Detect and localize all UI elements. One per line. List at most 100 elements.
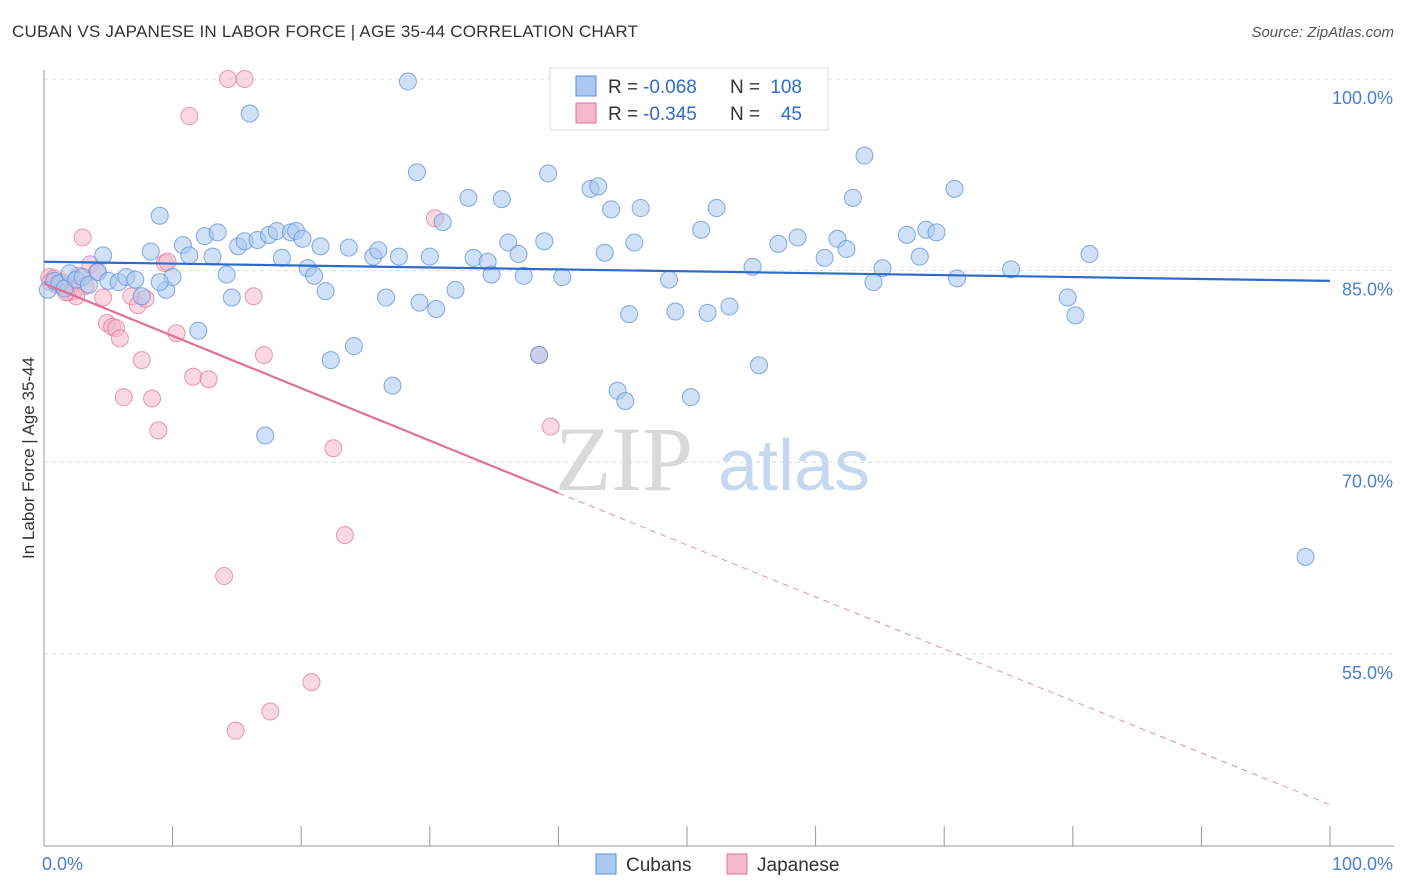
watermark-atlas: atlas <box>718 426 870 506</box>
japanese-point <box>218 70 237 88</box>
cubans-point <box>311 237 330 256</box>
cubans-point <box>80 275 99 294</box>
cubans-point <box>666 302 685 321</box>
legend-swatch-japanese <box>575 102 597 124</box>
cubans-point <box>855 146 874 165</box>
cubans-point <box>897 225 916 244</box>
cubans-point <box>150 273 169 292</box>
cubans-point <box>837 239 856 258</box>
bottom-legend-swatch-japanese <box>726 853 748 875</box>
cubans-point <box>589 177 608 196</box>
cubans-point <box>132 287 151 306</box>
cubans-point <box>535 232 554 251</box>
japanese-point <box>132 351 151 370</box>
legend-r-value-cubans: -0.068 <box>643 77 697 98</box>
cubans-point <box>383 376 402 395</box>
cubans-point <box>499 233 518 252</box>
japanese-point <box>215 567 234 586</box>
legend-n-value-cubans: 108 <box>770 77 802 98</box>
japanese-point <box>199 370 218 389</box>
japanese-point <box>302 673 321 692</box>
watermark-zip: ZIP <box>555 408 693 510</box>
japanese-trend-line-extension <box>558 492 1331 806</box>
japanese-point <box>226 721 245 740</box>
cubans-point <box>203 247 222 266</box>
japanese-point <box>180 107 199 126</box>
japanese-point <box>94 288 113 307</box>
cubans-point <box>602 200 621 219</box>
cubans-point <box>1058 288 1077 307</box>
japanese-point <box>149 421 168 440</box>
cubans-point <box>256 426 275 445</box>
legend-n-label-japanese: N = <box>730 104 760 125</box>
y-tick-label-85: 85.0% <box>1342 280 1393 300</box>
cubans-point <box>843 188 862 207</box>
cubans-point <box>459 188 478 207</box>
bottom-legend-swatch-cubans <box>595 853 617 875</box>
cubans-point <box>873 259 892 278</box>
watermark: ZIP atlas <box>555 408 870 510</box>
cubans-point <box>272 248 291 267</box>
cubans-point <box>509 245 528 264</box>
x-tick-label-max: 100.0% <box>1332 854 1393 874</box>
cubans-point <box>427 300 446 318</box>
japanese-point <box>73 228 92 247</box>
source-label: Source: ZipAtlas.com <box>1251 24 1394 41</box>
japanese-point <box>261 702 280 721</box>
cubans-point <box>631 199 650 218</box>
y-tick-labels: 55.0% 70.0% 85.0% 100.0% <box>1332 88 1393 683</box>
cubans-point <box>616 392 635 410</box>
japanese-point <box>541 417 560 436</box>
cubans-point <box>377 288 396 307</box>
japanese-point <box>184 367 203 386</box>
cubans-point <box>94 246 113 265</box>
axes <box>43 70 1394 847</box>
cubans-point <box>681 388 700 407</box>
japanese-point <box>158 252 177 271</box>
cubans-point <box>217 265 236 284</box>
bottom-legend: Cubans Japanese <box>595 853 839 876</box>
cubans-point <box>208 223 227 242</box>
cubans-point <box>769 234 788 253</box>
cubans-series <box>38 72 1315 566</box>
japanese-point <box>254 346 273 364</box>
cubans-point <box>514 266 533 285</box>
cubans-point <box>1002 260 1021 279</box>
legend-r-value-japanese: -0.345 <box>643 104 697 125</box>
japanese-trend-line <box>43 282 559 495</box>
cubans-point <box>492 190 511 209</box>
cubans-point <box>720 297 739 316</box>
japanese-series <box>40 70 560 740</box>
cubans-point <box>620 305 639 324</box>
cubans-point <box>553 268 572 287</box>
japanese-point <box>143 389 162 408</box>
cubans-point <box>707 199 726 218</box>
cubans-point <box>659 270 678 289</box>
cubans-trend-line <box>43 260 1331 282</box>
cubans-point <box>692 220 711 239</box>
legend-box: R = -0.068 N = 108 R = -0.345 N = 45 <box>549 67 829 131</box>
cubans-point <box>389 247 408 266</box>
y-tick-label-70: 70.0% <box>1342 471 1393 491</box>
y-axis-label: In Labor Force | Age 35-44 <box>19 357 38 559</box>
cubans-point <box>126 270 145 289</box>
japanese-point <box>324 439 343 458</box>
cubans-point <box>595 243 614 262</box>
cubans-point <box>910 247 929 266</box>
cubans-point <box>398 72 417 91</box>
japanese-point <box>235 70 254 88</box>
cubans-point <box>240 104 259 123</box>
japanese-point <box>110 329 129 348</box>
cubans-point <box>948 269 967 288</box>
bottom-legend-label-japanese: Japanese <box>757 855 839 876</box>
x-tick-marks <box>172 826 1331 846</box>
cubans-point <box>750 356 769 375</box>
cubans-point <box>927 223 946 242</box>
cubans-point <box>407 163 426 182</box>
cubans-point <box>945 179 964 198</box>
cubans-point <box>743 257 762 276</box>
cubans-point <box>539 164 558 183</box>
legend-swatch-cubans <box>575 75 597 97</box>
x-tick-label-min: 0.0% <box>42 854 83 874</box>
cubans-point <box>321 351 340 370</box>
